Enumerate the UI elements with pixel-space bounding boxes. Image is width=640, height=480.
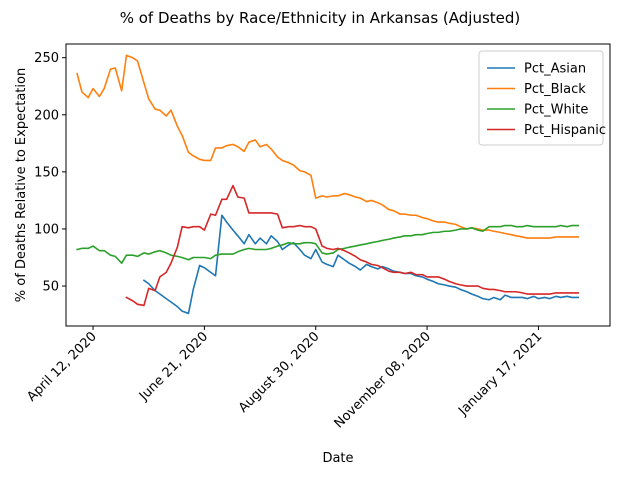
axes: 50 100 150 200 250 April 12, 2020 June 21, 202…: [24, 51, 545, 431]
x-tick-label: August 30, 2020: [236, 329, 323, 416]
y-tick-label: 200: [34, 108, 59, 123]
legend-label: Pct_Hispanic: [524, 123, 606, 138]
axes-frame: [65, 43, 611, 327]
x-tick-label: June 21, 2020: [136, 329, 211, 404]
x-axis-label: Date: [322, 451, 353, 466]
legend-box: [478, 50, 604, 146]
y-tick-label: 150: [34, 165, 59, 180]
x-tick-label: April 12, 2020: [24, 329, 99, 404]
y-tick-label: 100: [34, 222, 59, 237]
y-tick-label: 250: [34, 51, 59, 66]
legend-label: Pct_Black: [524, 82, 586, 97]
series-line-pct-hispanic: [125, 184, 579, 307]
x-tick-label: November 08, 2020: [332, 329, 434, 431]
series-line-pct-black: [76, 54, 579, 239]
plot-area: [76, 54, 579, 315]
legend-label: Pct_White: [524, 103, 588, 118]
y-tick-label: 50: [42, 280, 59, 295]
chart-title: % of Deaths by Race/Ethnicity in Arkansa…: [120, 9, 521, 27]
series-line-pct-white: [76, 224, 579, 265]
legend: Pct_Asian Pct_Black Pct_White Pct_Hispanic: [478, 50, 606, 146]
legend-label: Pct_Asian: [524, 62, 586, 77]
y-axis-label: % of Deaths Relative to Expectation: [14, 68, 29, 302]
x-tick-label: January 17, 2021: [455, 329, 545, 419]
series-line-pct-asian: [142, 214, 579, 315]
